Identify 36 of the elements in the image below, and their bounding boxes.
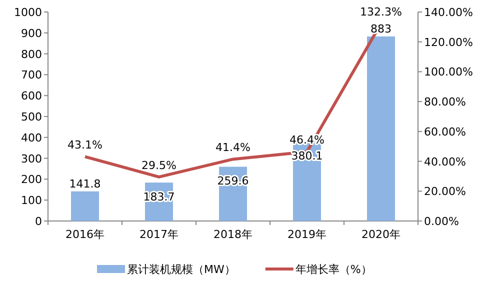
x-tick-label: 2020年 bbox=[362, 228, 400, 241]
y-tick-label: 900 bbox=[21, 26, 42, 40]
y2-tick-label: 40.00% bbox=[424, 155, 466, 168]
y2-tick-label: 140.00% bbox=[424, 6, 473, 19]
y-tick-label: 300 bbox=[21, 152, 42, 166]
y-tick-label: 1000 bbox=[14, 6, 42, 19]
bar bbox=[71, 191, 99, 221]
y2-tick-label: 60.00% bbox=[424, 125, 466, 138]
y2-tick-label: 100.00% bbox=[424, 66, 473, 79]
x-tick-label: 2019年 bbox=[288, 228, 326, 241]
legend-label: 年增长率（%） bbox=[295, 263, 372, 276]
data-label: 41.4% bbox=[216, 141, 250, 154]
y-tick-label: 400 bbox=[21, 131, 42, 144]
y2-tick-label: 0.00% bbox=[424, 215, 459, 228]
y-tick-label: 800 bbox=[21, 48, 42, 61]
legend-label: 累计装机规模（MW） bbox=[127, 263, 236, 276]
data-label: 380.1 bbox=[291, 150, 323, 163]
y-tick-label: 600 bbox=[21, 90, 42, 103]
y-tick-label: 700 bbox=[21, 68, 42, 82]
y2-tick-label: 20.00% bbox=[424, 185, 466, 198]
data-label: 43.1% bbox=[68, 138, 102, 152]
x-tick-label: 2016年 bbox=[66, 228, 104, 241]
y-tick-label: 0 bbox=[35, 215, 42, 228]
x-tick-label: 2018年 bbox=[214, 228, 252, 241]
data-label: 29.5% bbox=[142, 158, 176, 172]
y-tick-label: 500 bbox=[21, 110, 42, 124]
data-label: 141.8 bbox=[69, 177, 101, 190]
y-tick-label: 100 bbox=[21, 194, 42, 208]
y-tick-label: 200 bbox=[21, 173, 42, 186]
y2-tick-label: 80.00% bbox=[424, 96, 466, 109]
bar bbox=[367, 36, 395, 221]
x-tick-label: 2017年 bbox=[140, 228, 178, 241]
data-label: 183.7 bbox=[143, 190, 175, 204]
y2-tick-label: 120.00% bbox=[424, 36, 473, 49]
data-label: 132.3% bbox=[360, 5, 402, 18]
data-label: 259.6 bbox=[217, 174, 249, 188]
